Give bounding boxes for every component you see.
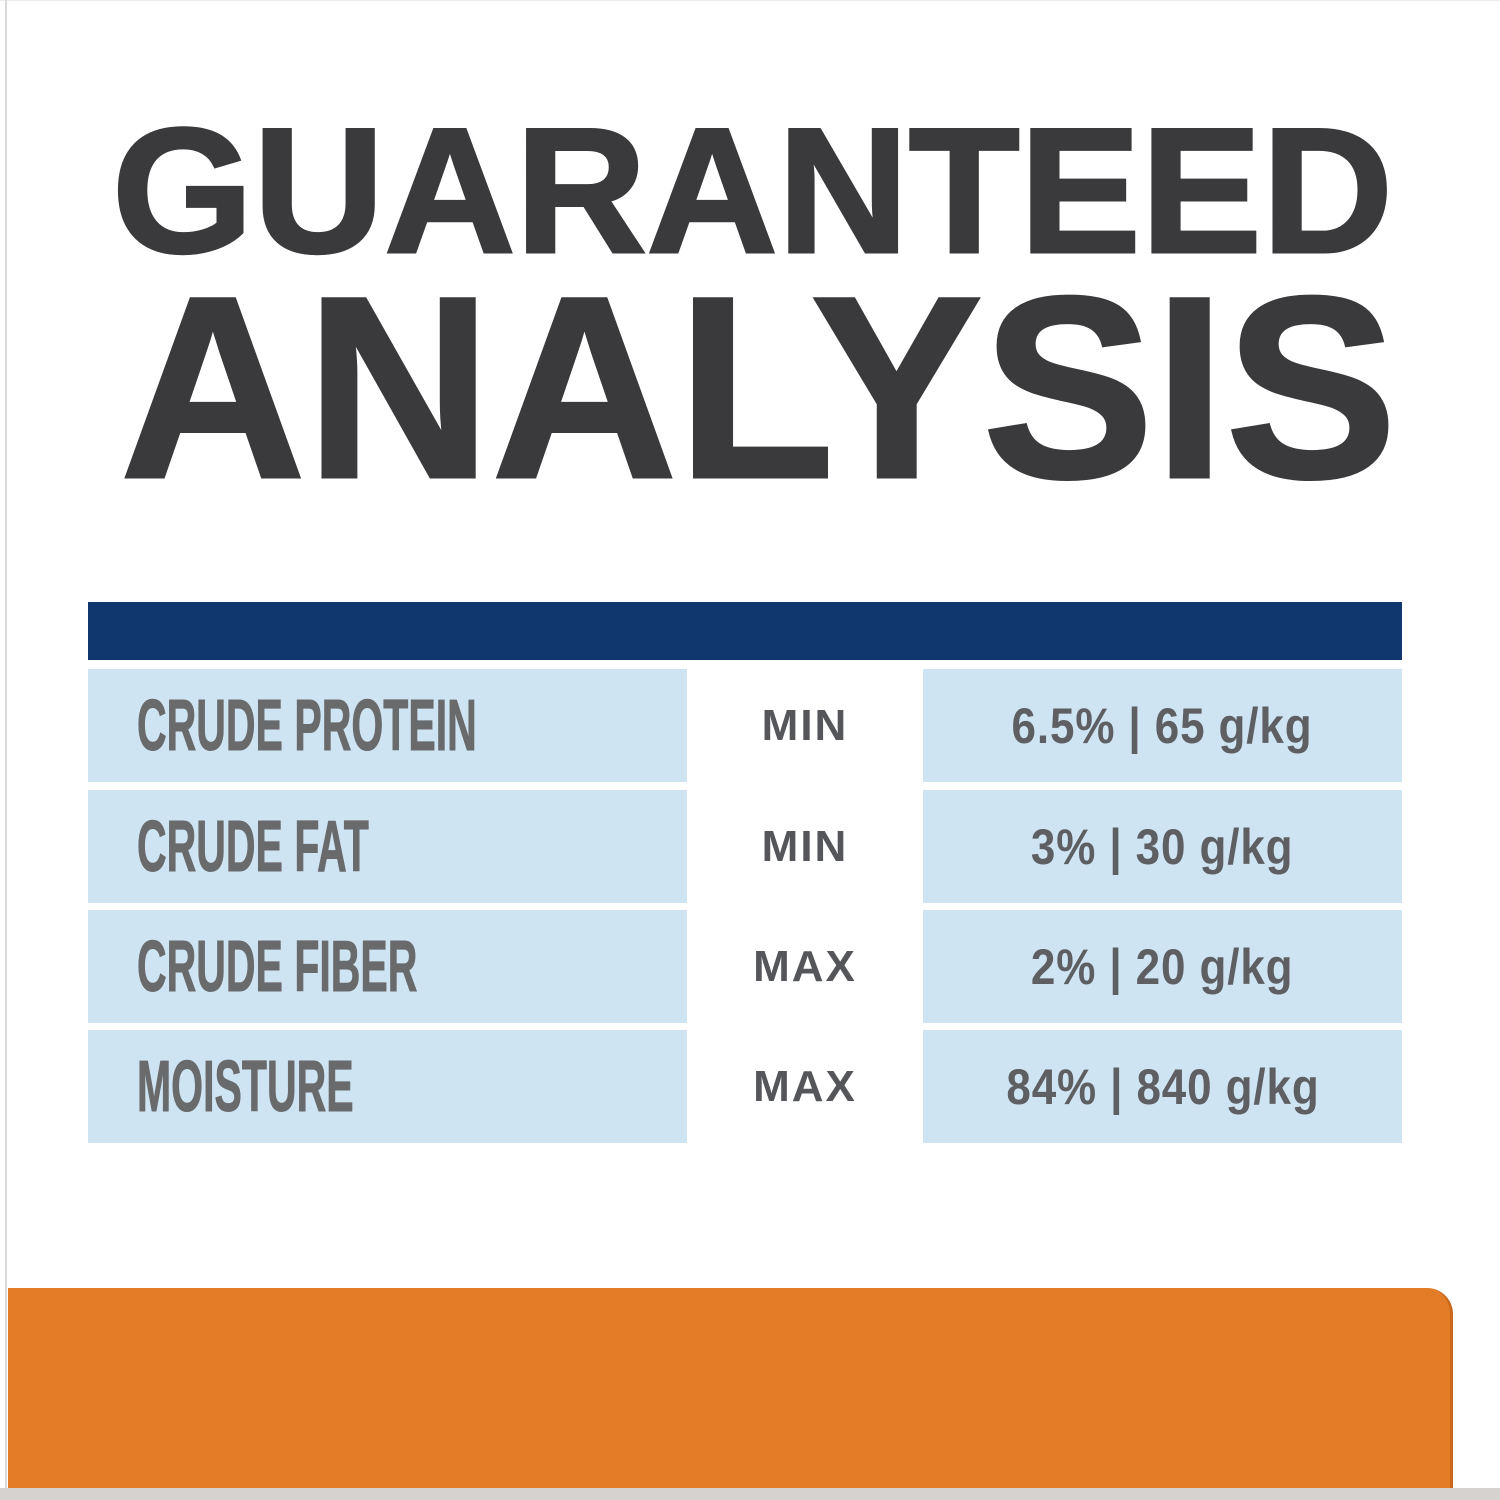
nutrient-value: 84% | 840 g/kg [1005,1058,1320,1115]
bottom-edge-strip [0,1488,1500,1500]
qualifier-cell: MIN [687,790,923,903]
qualifier-label: MAX [753,941,857,991]
nutrient-label-cell: MOISTURE [88,1030,687,1143]
nutrient-value-cell: 3% | 30 g/kg [923,790,1402,903]
nutrient-label: CRUDE FAT [137,806,369,887]
qualifier-cell: MAX [687,910,923,1023]
qualifier-label: MIN [761,700,849,750]
nutrient-label-cell: CRUDE FAT [88,790,687,903]
table-row-crude-protein: CRUDE PROTEIN MIN 6.5% | 65 g/kg [88,669,1402,782]
table-row-crude-fiber: CRUDE FIBER MAX 2% | 20 g/kg [88,910,1402,1023]
title-line-guaranteed: GUARANTEED [112,91,1393,290]
top-edge-line [0,0,1500,1]
qualifier-label: MIN [761,821,849,871]
qualifier-label: MAX [753,1061,857,1111]
qualifier-cell: MAX [687,1030,923,1143]
nutrient-label-cell: CRUDE FIBER [88,910,687,1023]
nutrient-value-cell: 2% | 20 g/kg [923,910,1402,1023]
table-header-bar [88,602,1402,660]
nutrient-value-cell: 84% | 840 g/kg [923,1030,1402,1143]
nutrient-value: 3% | 30 g/kg [1031,818,1294,875]
nutrient-label: MOISTURE [137,1046,354,1127]
table-row-crude-fat: CRUDE FAT MIN 3% | 30 g/kg [88,790,1402,903]
nutrient-label: CRUDE PROTEIN [137,685,477,766]
nutrient-label-cell: CRUDE PROTEIN [88,669,687,782]
table-row-moisture: MOISTURE MAX 84% | 840 g/kg [88,1030,1402,1143]
nutrient-value-cell: 6.5% | 65 g/kg [923,669,1402,782]
nutrient-label: CRUDE FIBER [137,926,418,1007]
page-title: GUARANTEED ANALYSIS [111,90,1399,531]
nutrient-value: 2% | 20 g/kg [1031,938,1294,995]
title-line-analysis: ANALYSIS [120,243,1397,530]
nutrient-value: 6.5% | 65 g/kg [1012,697,1313,754]
qualifier-cell: MIN [687,669,923,782]
left-edge-line [5,0,7,1488]
accent-bar [8,1288,1453,1488]
